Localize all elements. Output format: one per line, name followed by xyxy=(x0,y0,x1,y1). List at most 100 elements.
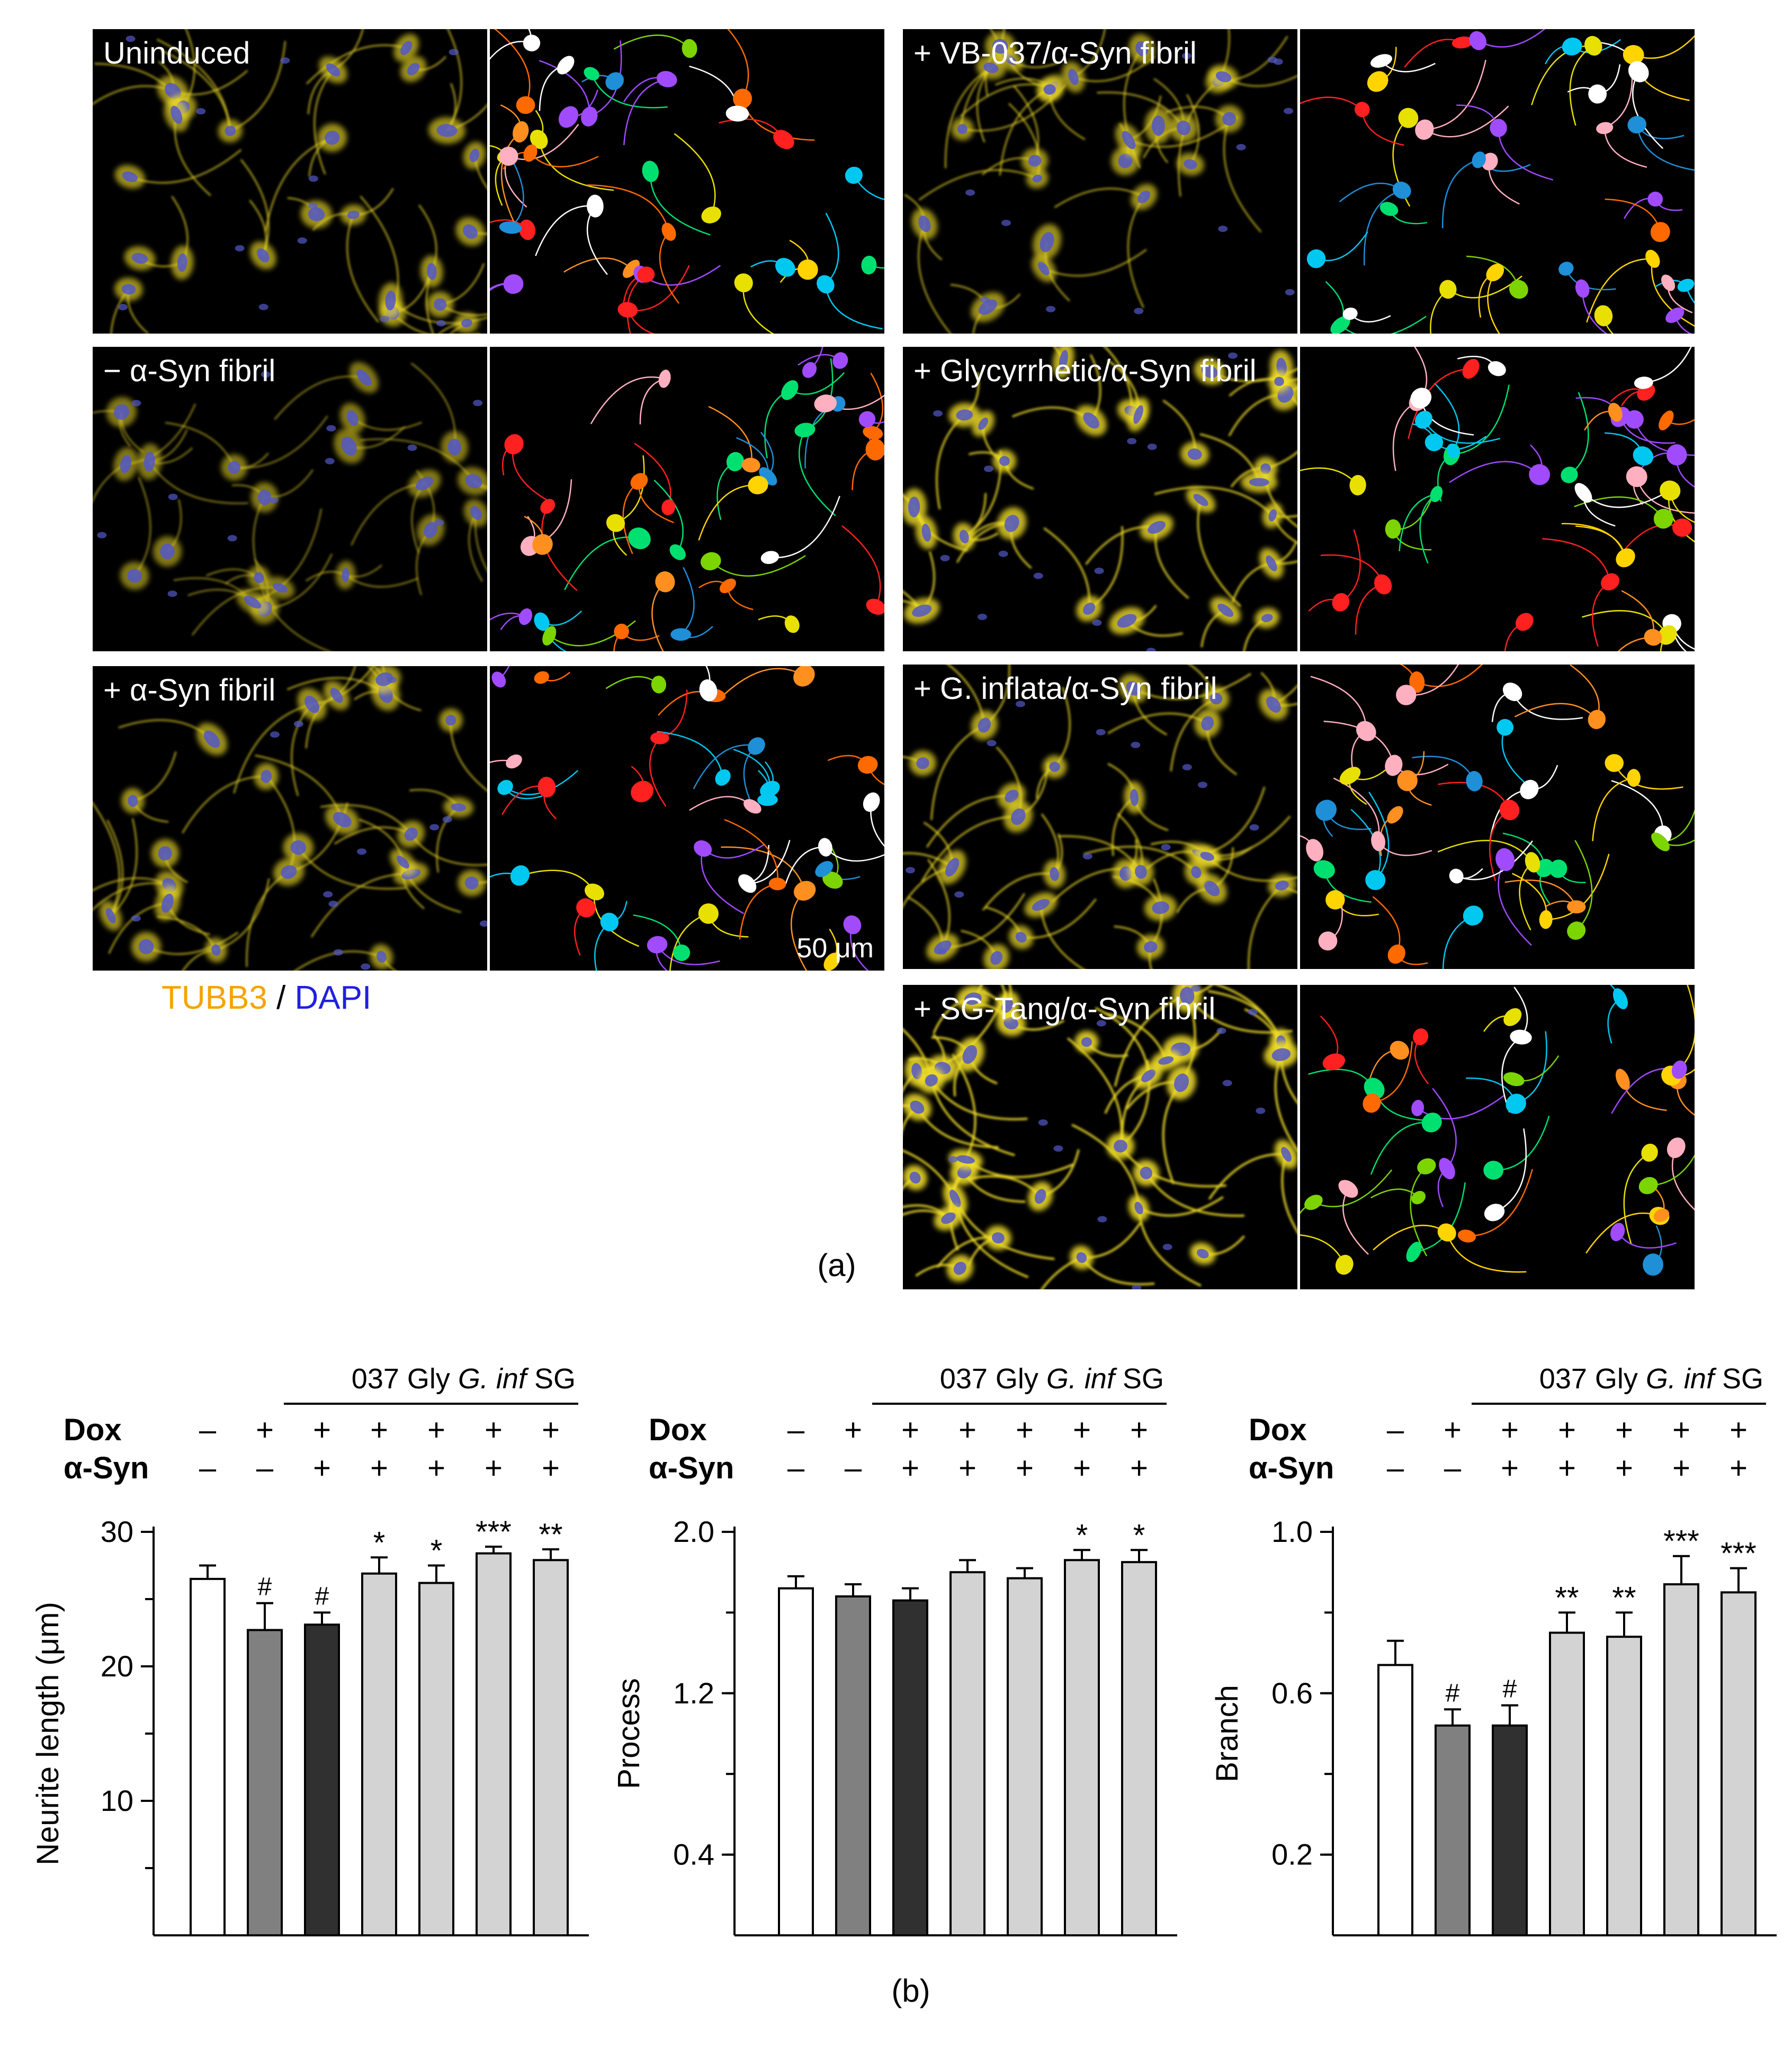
bar xyxy=(247,1629,283,1936)
header-labels: 037 Gly G. inf SG xyxy=(940,1363,1164,1395)
significance-label: ** xyxy=(1612,1581,1636,1615)
fluorescence-image xyxy=(903,29,1297,334)
scale-bar-label: 50 μm xyxy=(796,933,874,964)
significance-label: *** xyxy=(1663,1524,1699,1559)
bar xyxy=(1121,1561,1157,1936)
asyn-sign: + xyxy=(370,1451,388,1485)
asyn-sign: + xyxy=(427,1451,445,1485)
y-tick-label: 30 xyxy=(101,1515,133,1548)
bar xyxy=(533,1559,569,1937)
dox-sign: + xyxy=(313,1413,331,1447)
stain-legend: TUBB3 / DAPI xyxy=(162,980,371,1016)
row-label: − α-Syn fibril xyxy=(103,354,275,388)
dox-sign: + xyxy=(1073,1413,1091,1447)
bar xyxy=(1721,1591,1757,1937)
segmentation-image xyxy=(1300,665,1695,969)
dox-sign: – xyxy=(1387,1413,1404,1447)
significance-label: * xyxy=(1076,1518,1088,1553)
bar xyxy=(476,1552,512,1936)
asyn-sign: + xyxy=(1615,1451,1633,1485)
dox-sign: + xyxy=(256,1413,274,1447)
bar xyxy=(190,1577,226,1936)
micrograph-row-minus-asyn-fibril: − α-Syn fibril xyxy=(93,347,884,651)
y-tick-label: 1.2 xyxy=(673,1676,714,1710)
y-axis-label: Process xyxy=(612,1678,646,1789)
asyn-sign: + xyxy=(542,1451,560,1485)
micrograph-row-uninduced: Uninduced xyxy=(93,29,884,334)
bar xyxy=(361,1572,397,1936)
bar xyxy=(1064,1559,1100,1937)
header-labels: 037 Gly G. inf SG xyxy=(1539,1363,1763,1395)
dox-sign: + xyxy=(427,1413,445,1447)
fluorescence-image xyxy=(903,347,1297,651)
micrograph-row-g-inflata-asyn-fibril: + G. inflata/α-Syn fibril xyxy=(903,665,1695,969)
segmentation-image xyxy=(490,29,884,334)
treatment-group-header: 037 Gly G. inf SG xyxy=(1472,1363,1766,1405)
panel-b-charts: 037 Gly G. inf SG Dox α-Syn – – + – + + + + + + + + + +1… xyxy=(31,1363,1777,1937)
bar xyxy=(304,1623,340,1936)
asyn-sign: – xyxy=(199,1451,217,1485)
segmentation-image xyxy=(490,666,884,971)
micrograph-row-glycyrrhetic-asyn-fibril: + Glycyrrhetic/α-Syn fibril xyxy=(903,347,1695,651)
dox-label: Dox xyxy=(649,1413,707,1447)
dox-sign: + xyxy=(542,1413,560,1447)
header-label: G. inf xyxy=(1638,1363,1717,1395)
asyn-sign: + xyxy=(901,1451,919,1485)
header-label: SG xyxy=(1115,1363,1164,1395)
significance-label: # xyxy=(1446,1679,1460,1707)
chart-branch: 037 Gly G. inf SG Dox α-Syn – – + – + + + + + + + + + +0… xyxy=(1210,1363,1777,1937)
asyn-sign: + xyxy=(1730,1451,1748,1485)
asyn-sign: + xyxy=(958,1451,976,1485)
fluorescence-image xyxy=(93,666,487,971)
significance-label: *** xyxy=(1721,1537,1757,1571)
header-label: 037 xyxy=(940,1363,988,1395)
bar xyxy=(1606,1636,1642,1937)
bar xyxy=(949,1571,985,1936)
header-label: G. inf xyxy=(450,1363,529,1395)
asyn-sign: + xyxy=(1073,1451,1091,1485)
bar xyxy=(1663,1583,1699,1937)
header-labels: 037 Gly G. inf SG xyxy=(352,1363,576,1395)
chart-neurite-length: 037 Gly G. inf SG Dox α-Syn – – + – + + + + + + + + + +1… xyxy=(31,1363,589,1937)
asyn-sign: – xyxy=(256,1451,274,1485)
dox-sign: + xyxy=(1501,1413,1519,1447)
asyn-sign: – xyxy=(1444,1451,1462,1485)
header-label: G. inf xyxy=(1038,1363,1117,1395)
tubb3-label: TUBB3 xyxy=(162,980,267,1016)
dox-sign: + xyxy=(1615,1413,1633,1447)
significance-label: * xyxy=(373,1525,386,1560)
header-label: Gly xyxy=(1587,1363,1638,1395)
micrograph-row-sg-tang-asyn-fibril: + SG-Tang/α-Syn fibril xyxy=(903,985,1695,1289)
y-tick-label: 0.6 xyxy=(1271,1676,1313,1710)
header-label: 037 xyxy=(352,1363,399,1395)
segmentation-image xyxy=(1300,29,1695,334)
fluorescence-image xyxy=(903,665,1297,969)
significance-label: # xyxy=(1503,1675,1517,1703)
dox-sign: + xyxy=(844,1413,862,1447)
fluorescence-image xyxy=(93,347,487,651)
significance-label: ** xyxy=(539,1518,562,1552)
asyn-sign: + xyxy=(313,1451,331,1485)
chart-process: 037 Gly G. inf SG Dox α-Syn – – + – + + + + + + + + + +0… xyxy=(612,1363,1177,1937)
bar xyxy=(892,1599,928,1937)
panel-a-micrographs: Uninduced − α-Syn fibril + α-Syn fibril 50 … xyxy=(93,29,1695,1289)
dox-sign: – xyxy=(199,1413,217,1447)
bar xyxy=(778,1587,814,1936)
y-tick-label: 20 xyxy=(101,1649,133,1683)
asyn-sign: + xyxy=(1558,1451,1576,1485)
y-tick-label: 10 xyxy=(101,1784,133,1817)
row-label: + α-Syn fibril xyxy=(103,673,275,707)
bar xyxy=(1377,1664,1413,1936)
significance-label: * xyxy=(1133,1518,1145,1553)
y-axis-label: Neurite length (μm) xyxy=(31,1602,65,1865)
dox-sign: + xyxy=(901,1413,919,1447)
header-label: SG xyxy=(526,1363,576,1395)
asyn-label: α-Syn xyxy=(649,1451,734,1485)
y-tick-label: 2.0 xyxy=(673,1515,714,1548)
significance-label: ** xyxy=(1555,1581,1579,1615)
dox-label: Dox xyxy=(64,1413,122,1447)
dox-sign: + xyxy=(370,1413,388,1447)
dox-sign: + xyxy=(485,1413,503,1447)
dapi-label: DAPI xyxy=(295,980,372,1016)
row-label: + VB-037/α-Syn fibril xyxy=(913,36,1197,70)
